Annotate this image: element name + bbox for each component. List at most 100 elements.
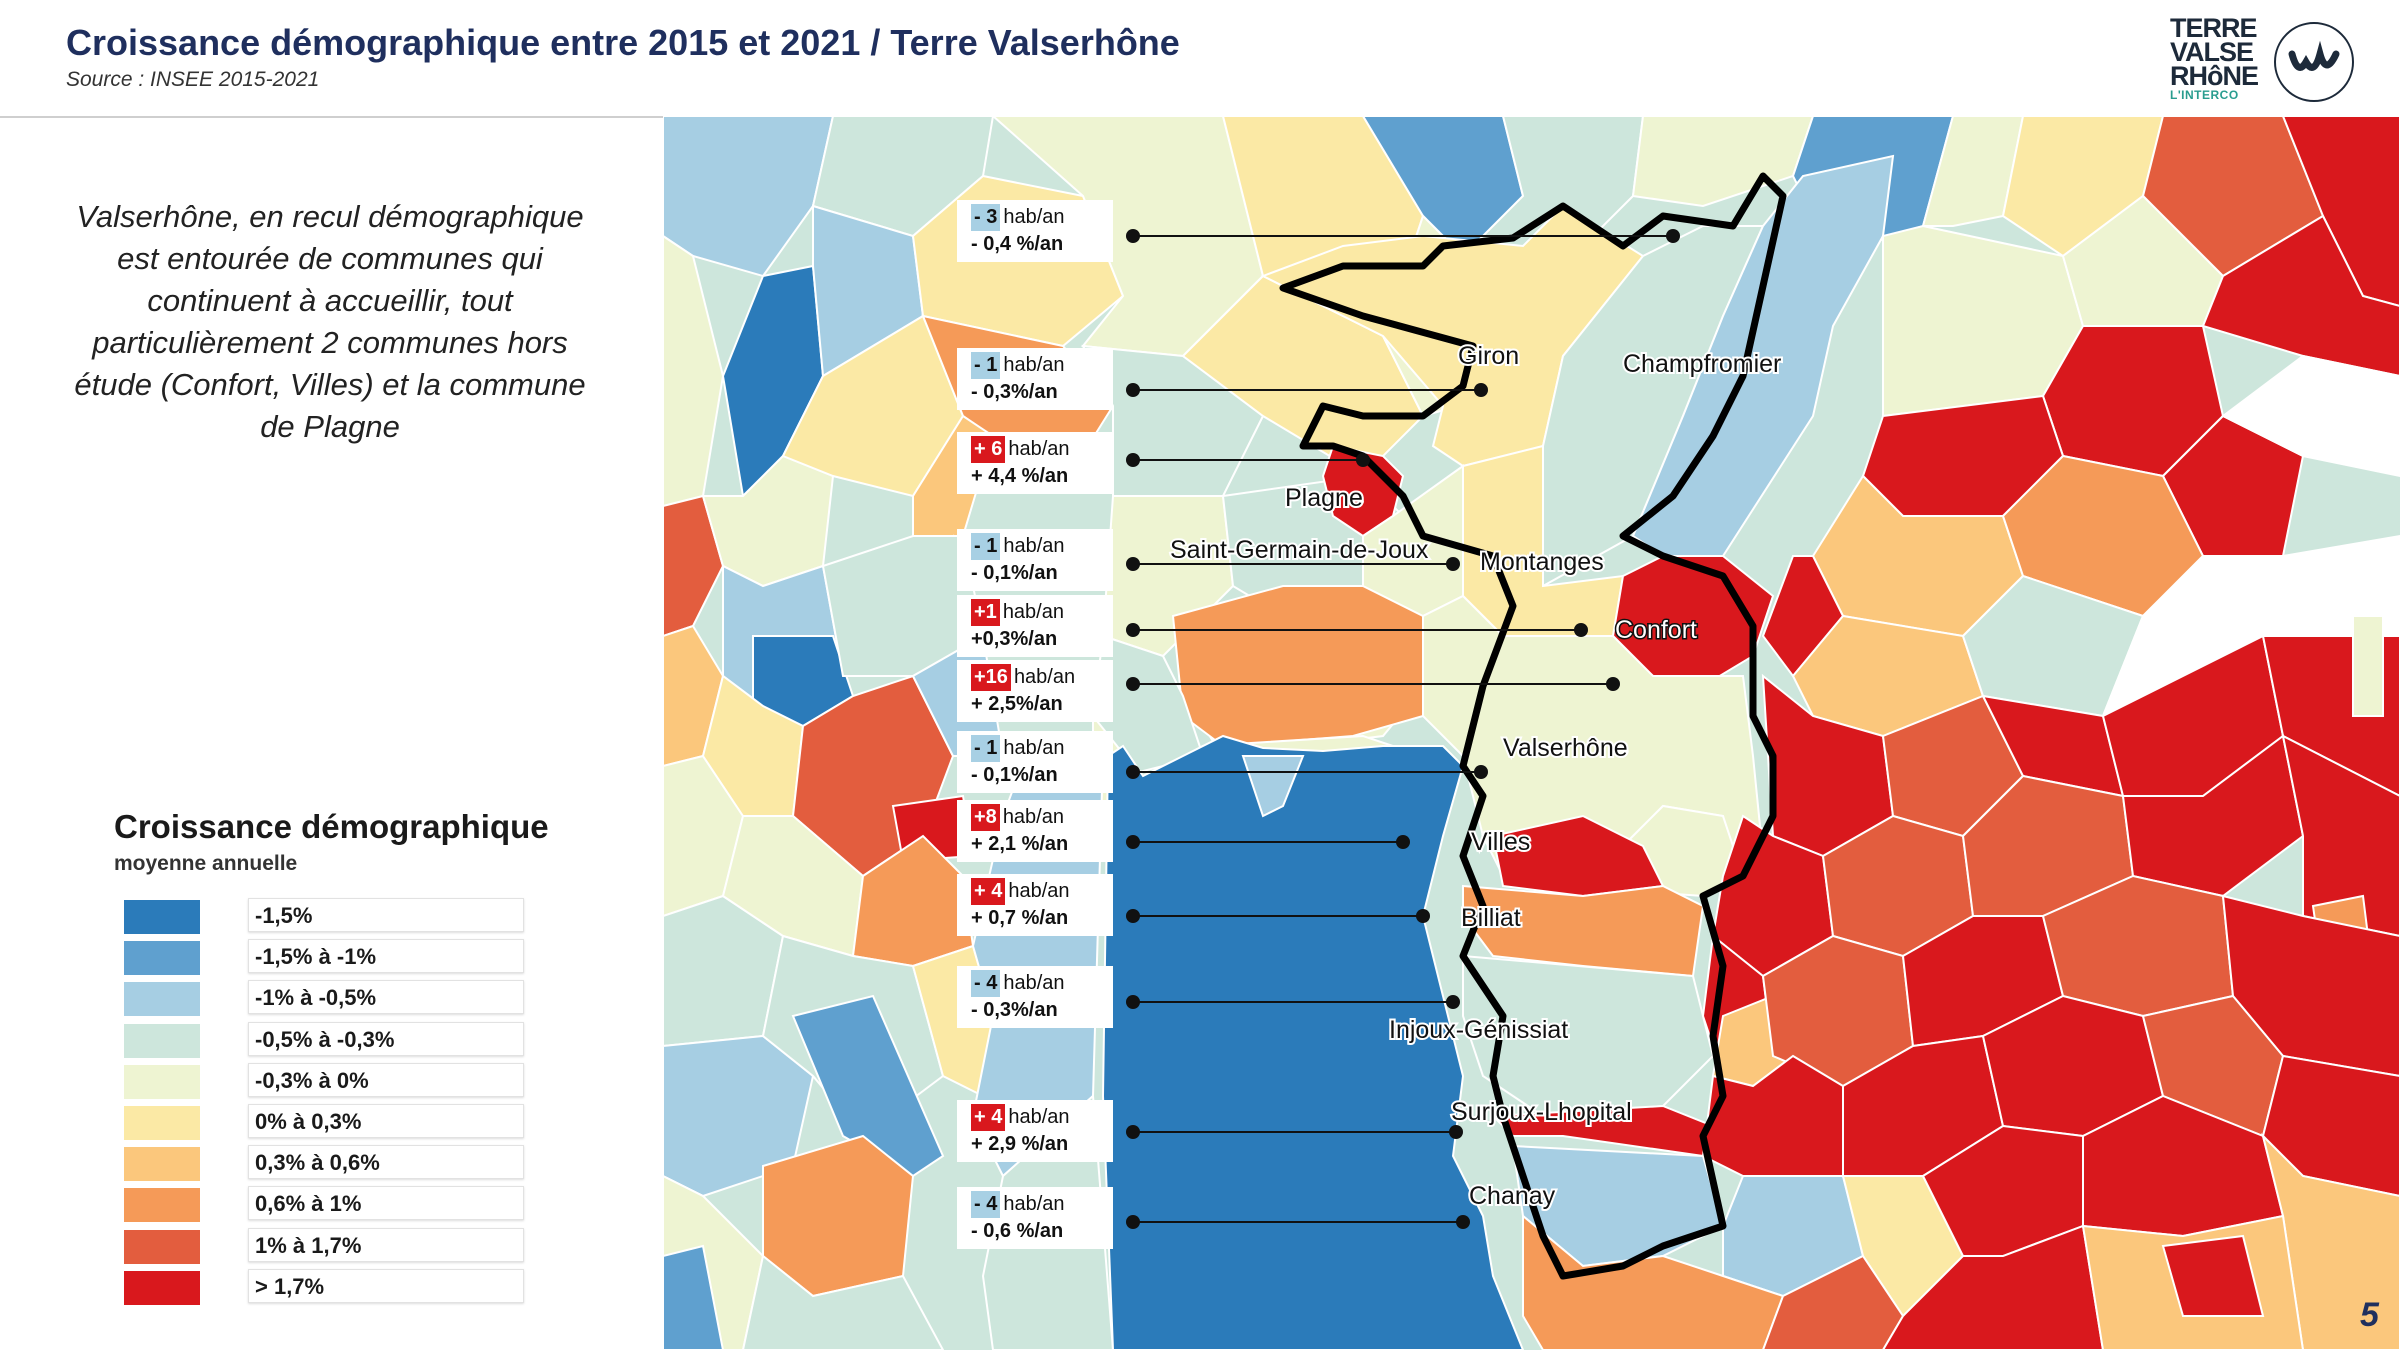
callout-hab-line: +1 hab/an (971, 599, 1103, 626)
leader-dot (1449, 1125, 1463, 1139)
callout-rate: + 2,1 %/an (971, 833, 1069, 855)
callout-badge: - 4 (971, 1191, 1001, 1218)
interco-emblem-icon (2274, 22, 2354, 102)
label-montanges: Montanges (1480, 548, 1604, 576)
leader-dot (1666, 229, 1680, 243)
legend-item: -1,5% (124, 898, 524, 934)
label-saint-germain: Saint-Germain-de-Joux (1170, 536, 1429, 564)
page-title: Croissance démographique entre 2015 et 2… (66, 22, 1180, 63)
callout-rate: + 2,9 %/an (971, 1133, 1069, 1155)
growth-callout: - 1 hab/an - 0,3%/an (957, 348, 1113, 410)
leader-dot (1606, 677, 1620, 691)
label-villes: Villes (1471, 828, 1530, 856)
logo-line-1: TERRE (2170, 13, 2258, 43)
legend-item: -0,3% à 0% (124, 1062, 524, 1099)
leader-dot (1126, 835, 1140, 849)
label-surjoux: Surjoux-Lhopital (1451, 1098, 1632, 1126)
growth-callout: + 4 hab/an + 0,7 %/an (957, 874, 1113, 936)
leader-dot (1396, 835, 1410, 849)
growth-callout: +16 hab/an + 2,5%/an (957, 660, 1113, 722)
callout-hab-line: +8 hab/an (971, 804, 1103, 831)
callout-hab-line: - 1 hab/an (971, 352, 1103, 379)
callout-badge: + 6 (971, 436, 1006, 463)
legend-swatch (124, 1188, 200, 1223)
callout-hab-line: + 4 hab/an (971, 878, 1103, 905)
callout-badge: +8 (971, 804, 1000, 831)
logo-subtitle: L'INTERCO (2170, 88, 2239, 102)
legend-swatch (124, 1147, 200, 1182)
callout-badge: + 4 (971, 1104, 1006, 1131)
growth-callout: - 4 hab/an - 0,3%/an (957, 966, 1113, 1028)
leader-dot (1446, 995, 1460, 1009)
callout-unit: hab/an (1003, 737, 1065, 759)
commune-area (2201, 214, 2400, 378)
callout-unit: hab/an (1013, 666, 1076, 688)
growth-callout: - 1 hab/an - 0,1%/an (957, 529, 1113, 591)
leader-dot (1474, 765, 1488, 779)
terre-valserhone-logo: TERRE VALSE RHôNE L'INTERCO (2170, 13, 2260, 103)
leader-dot (1574, 623, 1588, 637)
leader-dot (1126, 623, 1140, 637)
growth-callout: + 4 hab/an + 2,9 %/an (957, 1100, 1113, 1162)
callout-rate: +0,3%/an (971, 628, 1058, 650)
legend-title: Croissance démographique (114, 808, 549, 845)
label-confort: Confort (1615, 616, 1697, 644)
legend-label: 0,6% à 1% (248, 1186, 524, 1221)
callout-badge: + 4 (971, 878, 1006, 905)
growth-callout: - 4 hab/an - 0,6 %/an (957, 1187, 1113, 1249)
leader-dot (1446, 557, 1460, 571)
legend-item: -0,5% à -0,3% (124, 1021, 524, 1058)
legend-item: -1,5% à -1% (124, 939, 524, 976)
callout-rate: - 0,4 %/an (971, 233, 1064, 255)
commune-area (762, 1134, 915, 1298)
commune-area (741, 1254, 945, 1350)
legend-item: 0% à 0,3% (124, 1104, 524, 1140)
growth-callout: +1 hab/an +0,3%/an (957, 595, 1113, 657)
legend-label: -1% à -0,5% (248, 980, 524, 1015)
label-injoux: Injoux-Génissiat (1389, 1016, 1568, 1044)
callout-badge: +16 (971, 664, 1011, 691)
legend-item: > 1,7% (124, 1268, 524, 1305)
intro-text: Valserhône, en recul démographique est e… (74, 199, 586, 444)
legend-swatch (124, 900, 200, 934)
label-plagne: Plagne (1285, 484, 1363, 512)
callout-hab-line: - 1 hab/an (971, 735, 1103, 762)
legend-swatch (124, 941, 200, 976)
callout-unit: hab/an (1003, 206, 1065, 228)
callout-badge: - 1 (971, 735, 1001, 762)
legend-label: 0,3% à 0,6% (248, 1145, 524, 1180)
callout-rate: - 0,6 %/an (971, 1220, 1064, 1242)
callout-rate: - 0,1%/an (971, 562, 1058, 584)
callout-hab-line: - 4 hab/an (971, 1191, 1103, 1218)
legend-swatch (124, 1106, 200, 1140)
legend-label: 0% à 0,3% (248, 1104, 524, 1138)
leader-dot (1126, 765, 1140, 779)
callout-hab-line: - 4 hab/an (971, 970, 1103, 997)
leader-dot (1356, 453, 1370, 467)
leader-dot (1126, 677, 1140, 691)
leader-dot (1126, 1125, 1140, 1139)
leader-dot (1416, 909, 1430, 923)
callout-hab-line: - 3 hab/an (971, 204, 1103, 231)
label-billiat: Billiat (1461, 904, 1521, 932)
legend-label: -0,5% à -0,3% (248, 1021, 524, 1056)
legend-label: > 1,7% (248, 1268, 524, 1303)
legend-label: -1,5% à -1% (248, 939, 524, 974)
callout-unit: hab/an (1008, 1106, 1070, 1128)
legend-subtitle: moyenne annuelle (114, 852, 298, 875)
logo-line-2: VALSE (2170, 37, 2254, 67)
callout-unit: hab/an (1003, 972, 1065, 994)
callout-unit: hab/an (1003, 354, 1065, 376)
callout-rate: - 0,3%/an (971, 381, 1058, 403)
leader-dot (1126, 909, 1140, 923)
leader-dot (1456, 1215, 1470, 1229)
commune-area (2221, 354, 2400, 478)
callout-rate: - 0,1%/an (971, 764, 1058, 786)
legend-label: -1,5% (248, 898, 524, 932)
callout-hab-line: + 4 hab/an (971, 1104, 1103, 1131)
choropleth-map: Giron Champfromier Plagne Saint-Germain-… (663, 116, 2400, 1350)
callout-unit: hab/an (1003, 1193, 1065, 1215)
growth-callout: - 3 hab/an - 0,4 %/an (957, 200, 1113, 262)
callout-unit: hab/an (1003, 535, 1065, 557)
leader-dot (1126, 383, 1140, 397)
